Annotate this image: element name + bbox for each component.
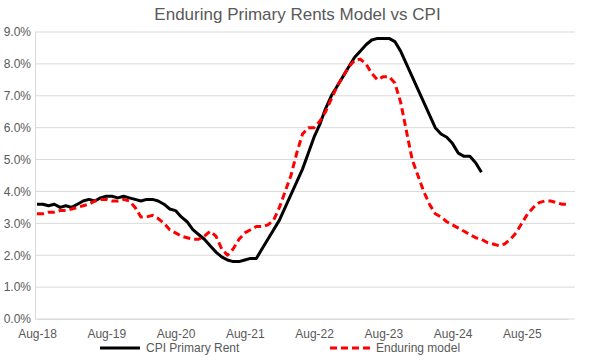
legend: CPI Primary Rent Enduring model — [100, 341, 460, 355]
x-tick-label: Aug-24 — [434, 327, 473, 341]
y-tick-label: 0.0% — [4, 312, 32, 326]
legend-swatch — [330, 347, 370, 350]
x-tick-label: Aug-20 — [157, 327, 196, 341]
y-tick-label: 4.0% — [4, 185, 32, 199]
grid-line — [35, 255, 575, 256]
grid-line — [35, 223, 575, 224]
x-tick-label: Aug-18 — [18, 327, 57, 341]
y-tick-label: 7.0% — [4, 89, 32, 103]
grid-line — [35, 319, 575, 320]
x-axis-line — [38, 319, 569, 320]
x-tick: Aug-20 — [157, 319, 196, 341]
x-tick: Aug-22 — [295, 319, 334, 341]
legend-label: CPI Primary Rent — [146, 341, 240, 355]
grid-line — [35, 191, 575, 192]
x-tick: Aug-18 — [18, 319, 57, 341]
x-tick-label: Aug-19 — [87, 327, 126, 341]
grid — [35, 32, 575, 319]
series-line — [37, 59, 568, 255]
grid-line — [35, 63, 575, 64]
y-tick-label: 2.0% — [4, 249, 32, 263]
plot-lines — [37, 38, 568, 261]
y-tick-label: 8.0% — [4, 57, 32, 71]
x-tick: Aug-24 — [434, 319, 473, 341]
series-line — [37, 38, 481, 261]
grid-line — [35, 127, 575, 128]
legend-label: Enduring model — [376, 341, 460, 355]
grid-line — [35, 95, 575, 96]
grid-line — [35, 287, 575, 288]
grid-line — [35, 32, 575, 33]
y-tick-label: 9.0% — [4, 25, 32, 39]
y-axis-line — [35, 33, 36, 320]
y-tick: 4.0% — [4, 185, 35, 199]
legend-swatch — [100, 347, 140, 350]
x-tick: Aug-19 — [87, 319, 126, 341]
y-tick: 6.0% — [4, 121, 35, 135]
y-tick-label: 6.0% — [4, 121, 32, 135]
y-tick: 1.0% — [4, 280, 35, 294]
y-axis: 0.0% 1.0% 2.0% 3.0% 4.0% 5.0% 6.0% 7.0% 8.0% 9.0% — [4, 25, 36, 326]
x-tick-label: Aug-21 — [226, 327, 265, 341]
y-tick-label: 1.0% — [4, 280, 32, 294]
title: Enduring Primary Rents Model vs CPI — [154, 5, 440, 24]
x-tick: Aug-25 — [503, 319, 542, 341]
y-tick: 5.0% — [4, 153, 35, 167]
y-tick-label: 3.0% — [4, 217, 32, 231]
x-tick: Aug-21 — [226, 319, 265, 341]
y-tick: 7.0% — [4, 89, 35, 103]
chart: Enduring Primary Rents Model vs CPI 0.0% 1… — [0, 0, 595, 361]
y-tick-label: 5.0% — [4, 153, 32, 167]
x-tick-label: Aug-23 — [364, 327, 403, 341]
x-axis: Aug-18 Aug-19 Aug-20 Aug-21 Aug-22 Aug-23 Aug-… — [18, 319, 568, 341]
y-tick: 3.0% — [4, 217, 35, 231]
y-tick: 8.0% — [4, 57, 35, 71]
y-tick: 2.0% — [4, 249, 35, 263]
y-tick: 9.0% — [4, 25, 35, 39]
x-tick-label: Aug-22 — [295, 327, 334, 341]
x-tick-label: Aug-25 — [503, 327, 542, 341]
y-tick: 0.0% — [4, 312, 35, 326]
x-tick: Aug-23 — [364, 319, 403, 341]
